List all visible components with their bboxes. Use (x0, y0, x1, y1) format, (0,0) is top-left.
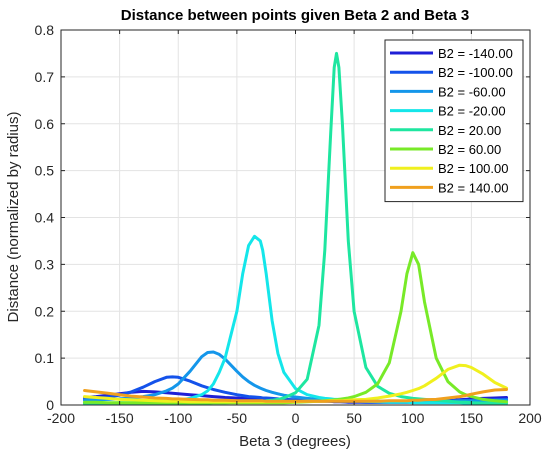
x-tick-label: -50 (227, 410, 247, 426)
legend-label: B2 = -60.00 (438, 84, 506, 99)
x-tick-label: 0 (292, 410, 300, 426)
axes: -200 -150 -100 -50 0 50 100 150 200 0 0.1 0.2 0.3 0.4… (35, 22, 542, 426)
chart-title: Distance between points given Beta 2 and… (121, 7, 469, 24)
y-tick-label: 0 (46, 397, 54, 413)
y-tick-label: 0.8 (35, 22, 55, 38)
y-tick-label: 0.3 (35, 256, 55, 272)
legend-label: B2 = -100.00 (438, 65, 513, 80)
x-tick-label: -150 (106, 410, 134, 426)
x-tick-label: -100 (164, 410, 192, 426)
legend-label: B2 = 140.00 (438, 180, 508, 195)
x-tick-label: 200 (518, 410, 542, 426)
legend-label: B2 = -20.00 (438, 104, 506, 119)
legend: B2 = -140.00 B2 = -100.00 B2 = -60.00 B2 = … (384, 39, 524, 203)
x-tick-label: -200 (47, 410, 75, 426)
y-tick-label: 0.4 (35, 210, 55, 226)
y-tick-label: 0.2 (35, 303, 55, 319)
x-tick-label: 100 (401, 410, 425, 426)
legend-label: B2 = -140.00 (438, 46, 513, 61)
y-axis-title: Distance (normalized by radius) (5, 112, 22, 323)
y-tick-label: 0.1 (35, 350, 55, 366)
x-axis-title: Beta 3 (degrees) (239, 433, 351, 450)
legend-label: B2 = 60.00 (438, 142, 501, 157)
legend-label: B2 = 100.00 (438, 161, 508, 176)
y-tick-label: 0.7 (35, 69, 55, 85)
x-tick-label: 150 (460, 410, 484, 426)
x-tick-label: 50 (346, 410, 362, 426)
y-tick-label: 0.5 (35, 163, 55, 179)
legend-box (384, 39, 524, 203)
legend-label: B2 = 20.00 (438, 123, 501, 138)
y-tick-label: 0.6 (35, 116, 55, 132)
